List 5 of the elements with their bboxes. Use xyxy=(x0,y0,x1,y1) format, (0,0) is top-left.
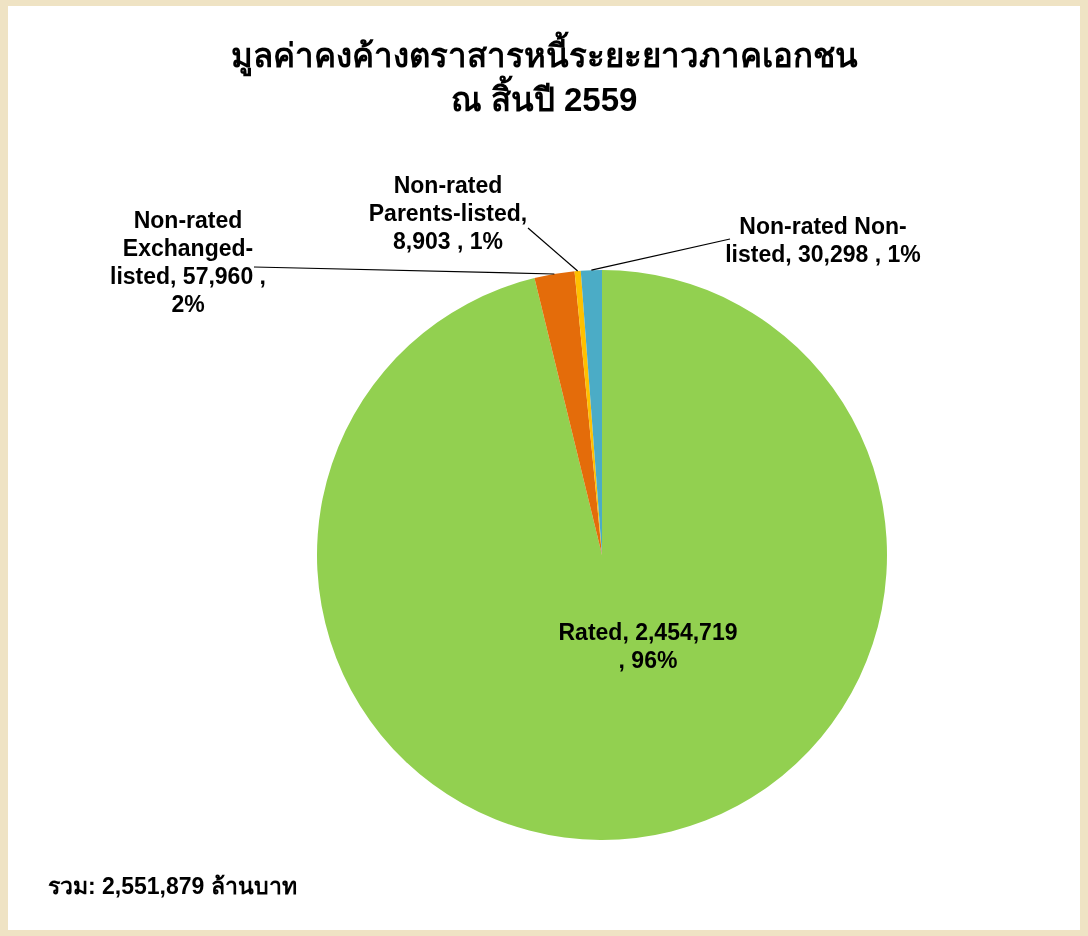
text: รวม: 2,551,879 ล้านบาท xyxy=(48,872,297,901)
slice-label: Non-rated Non-listed, 30,298 , 1% xyxy=(724,212,922,268)
slice-label: Rated, 2,454,719 , 96% xyxy=(557,618,739,674)
slice-label: Non-rated Exchanged-listed, 57,960 , 2% xyxy=(109,206,267,318)
slice-label: Non-rated Parents-listed, 8,903 , 1% xyxy=(367,171,529,255)
